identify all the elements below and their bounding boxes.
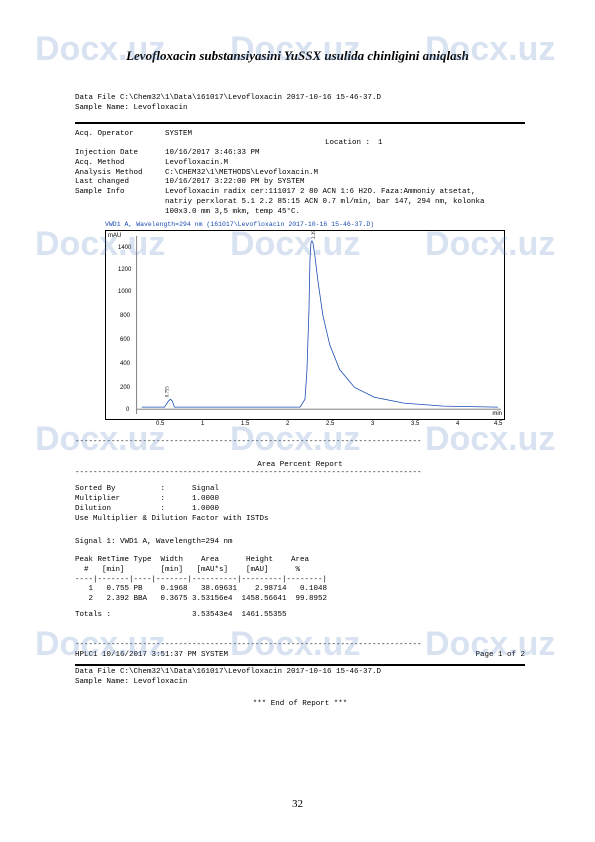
analysis-method-label: Analysis Method [75,169,165,179]
table-divider: ----|-------|----|-------|----------|---… [75,576,525,586]
xtick: 4.5 [494,421,502,427]
acquisition-info: Acq. Operator SYSTEM Location : 1 Inject… [75,130,525,218]
ytick: 1000 [118,289,131,295]
table-row: 1 0.755 PB 0.1968 38.69631 2.98714 0.104… [75,585,525,595]
last-changed-label: Last changed [75,178,165,188]
data-file-line: Data File C:\Chem32\1\Data\161017\Levofl… [75,94,525,104]
page-title: Levofloxacin substansiyasini YuSSX usuli… [0,0,595,64]
multiplier-row: Multiplier : 1.0000 [75,495,525,505]
peak1-label: 0.755 [165,386,170,398]
sorted-by-row: Sorted By : Signal [75,485,525,495]
divider [75,122,525,124]
divider-dashed: ----------------------------------------… [75,641,525,649]
chart-svg: 0.755 2.392 [106,231,504,419]
acq-operator-label: Acq. Operator [75,130,165,140]
xtick: 1.5 [241,421,249,427]
location-label: Location : [325,139,370,149]
injection-date-value: 10/16/2017 3:46:33 PM [165,149,260,159]
xtick: 4 [456,421,459,427]
file-header: Data File C:\Chem32\1\Data\161017\Levofl… [75,94,525,114]
ytick: 0 [126,407,129,413]
peak-table: Peak RetTime Type Width Area Height Area… [75,556,525,621]
content-area: Data File C:\Chem32\1\Data\161017\Levofl… [0,64,595,710]
chromatogram-line [142,241,498,407]
table-totals: Totals : 3.53543e4 1461.55355 [75,611,525,621]
x-unit: min [492,411,502,417]
chromatogram-chart: mAU 1400 1200 1000 800 600 400 200 0 0.5… [105,230,505,420]
ytick: 200 [120,385,130,391]
ytick: 1400 [118,245,131,251]
last-changed-value: 10/16/2017 3:22:00 PM by SYSTEM [165,178,305,188]
ytick: 1200 [118,267,131,273]
acq-operator-value: SYSTEM [165,130,192,140]
acq-method-value: Levofloxacin.M [165,159,228,169]
report-params: Sorted By : Signal Multiplier : 1.0000 D… [75,485,525,524]
xtick: 3.5 [411,421,419,427]
report-header: Area Percent Report [75,461,525,469]
page-number: 32 [0,798,595,810]
sample-info-l3: 100x3.0 mm 3,5 mkm, temp 45°C. [165,208,300,218]
ytick: 400 [120,361,130,367]
chart-title: VWD1 A, Wavelength=294 nm (161017\Levofl… [105,221,525,228]
use-multiplier-line: Use Multiplier & Dilution Factor with IS… [75,515,525,525]
analysis-method-value: C:\CHEM32\1\METHODS\Levofloxacin.M [165,169,318,179]
ytick: 800 [120,313,130,319]
xtick: 2.5 [326,421,334,427]
xtick: 1 [201,421,204,427]
ytick: 600 [120,337,130,343]
injection-date-label: Injection Date [75,149,165,159]
location-value: 1 [378,139,383,149]
acq-method-label: Acq. Method [75,159,165,169]
table-header2: # [min] [min] [mAU*s] [mAU] % [75,566,525,576]
divider-dashed: ----------------------------------------… [75,438,525,446]
footer-left: HPLC1 10/16/2017 3:51:37 PM SYSTEM [75,651,228,659]
xtick: 0.5 [156,421,164,427]
peak2-label: 2.392 [312,231,317,239]
end-of-report: *** End of Report *** [75,700,525,710]
footer-data-file: Data File C:\Chem32\1\Data\161017\Levofl… [75,668,525,678]
xtick: 2 [286,421,289,427]
sample-info-label: Sample Info [75,188,165,198]
xtick: 3 [371,421,374,427]
footer-line1: HPLC1 10/16/2017 3:51:37 PM SYSTEM Page … [75,651,525,661]
sample-name-line: Sample Name: Levofloxacin [75,104,525,114]
divider [75,664,525,666]
footer-sample-name: Sample Name: Levofloxacin [75,678,525,688]
table-header1: Peak RetTime Type Width Area Height Area [75,556,525,566]
signal-line: Signal 1: VWD1 A, Wavelength=294 nm [75,538,525,548]
divider-dashed: ----------------------------------------… [75,469,525,477]
dilution-row: Dilution : 1.0000 [75,505,525,515]
sample-info-l1: Levofloxacin radix cer:111017 2 80 ACN 1… [165,188,476,198]
table-row: 2 2.392 BBA 0.3675 3.53156e4 1458.56641 … [75,595,525,605]
sample-info-l2: natriy perxlorat 5.1 2.2 85:15 ACN 0.7 m… [165,198,485,208]
footer-page-info: Page 1 of 2 [475,651,525,661]
y-unit: mAU [108,233,121,239]
